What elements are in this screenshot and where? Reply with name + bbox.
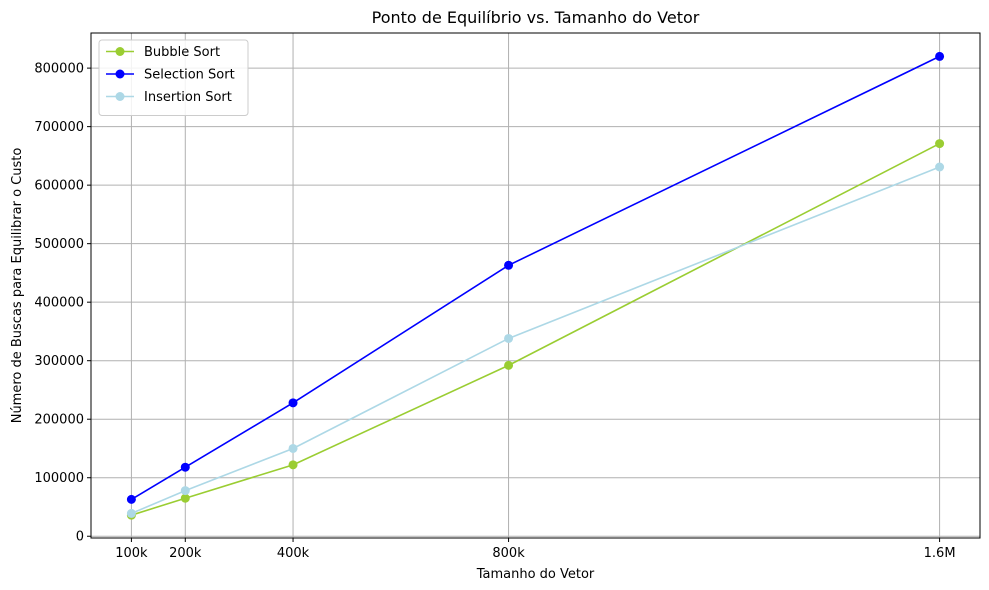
series-selection-sort bbox=[126, 51, 945, 504]
legend-item: Selection Sort bbox=[106, 68, 235, 83]
legend-label: Insertion Sort bbox=[144, 90, 232, 105]
series-insertion-sort bbox=[126, 162, 945, 518]
data-point bbox=[504, 333, 514, 343]
y-tick-label: 600000 bbox=[34, 179, 84, 194]
y-tick-label: 100000 bbox=[34, 471, 84, 486]
y-tick-label: 500000 bbox=[34, 237, 84, 252]
y-axis-title: Número de Buscas para Equilibrar o Custo bbox=[10, 148, 25, 424]
series-bubble-sort bbox=[126, 139, 945, 520]
series-layer bbox=[126, 51, 945, 520]
legend-label: Bubble Sort bbox=[144, 45, 220, 60]
y-tick-label: 200000 bbox=[34, 413, 84, 428]
y-tick-label: 300000 bbox=[34, 354, 84, 369]
x-tick-label: 200k bbox=[169, 546, 202, 561]
x-tick-label: 1.6M bbox=[924, 546, 956, 561]
series-line bbox=[131, 166, 940, 515]
data-point bbox=[288, 443, 298, 453]
data-point bbox=[935, 51, 945, 61]
series-line bbox=[130, 55, 940, 501]
legend-marker bbox=[115, 47, 125, 56]
data-point bbox=[180, 462, 190, 472]
data-point bbox=[504, 360, 514, 370]
x-tick-label: 400k bbox=[277, 546, 310, 561]
data-point bbox=[935, 162, 945, 172]
x-tick-label: 800k bbox=[492, 546, 525, 561]
y-tick-label: 0 bbox=[76, 530, 84, 545]
data-point bbox=[180, 493, 190, 503]
legend-item: Insertion Sort bbox=[106, 90, 232, 105]
data-point bbox=[126, 494, 136, 504]
legend-item: Bubble Sort bbox=[106, 45, 220, 60]
x-tick-label: 100k bbox=[115, 546, 148, 561]
grid bbox=[91, 33, 980, 538]
y-tick-label: 400000 bbox=[34, 296, 84, 311]
data-point bbox=[288, 460, 298, 470]
legend-marker bbox=[115, 69, 125, 79]
axis-ticks: 100k 200k 400k 800k 1.6M 0 100000 200000 300000 4… bbox=[34, 62, 955, 561]
data-point bbox=[935, 139, 945, 149]
y-tick-label: 800000 bbox=[34, 62, 84, 77]
legend-box bbox=[98, 39, 249, 116]
data-point bbox=[288, 398, 298, 408]
series-line bbox=[131, 142, 940, 516]
data-point bbox=[126, 508, 136, 518]
legend: Bubble Sort Selection Sort Insertion Sort bbox=[98, 39, 249, 116]
data-point bbox=[180, 486, 190, 496]
chart-title: Ponto de Equilíbrio vs. Tamanho do Vetor bbox=[372, 8, 700, 27]
x-axis-title: Tamanho do Vetor bbox=[476, 567, 595, 582]
legend-marker bbox=[115, 92, 125, 101]
y-tick-label: 700000 bbox=[34, 120, 84, 135]
data-point bbox=[504, 260, 514, 270]
plot-frame bbox=[90, 32, 981, 539]
legend-label: Selection Sort bbox=[144, 68, 235, 83]
